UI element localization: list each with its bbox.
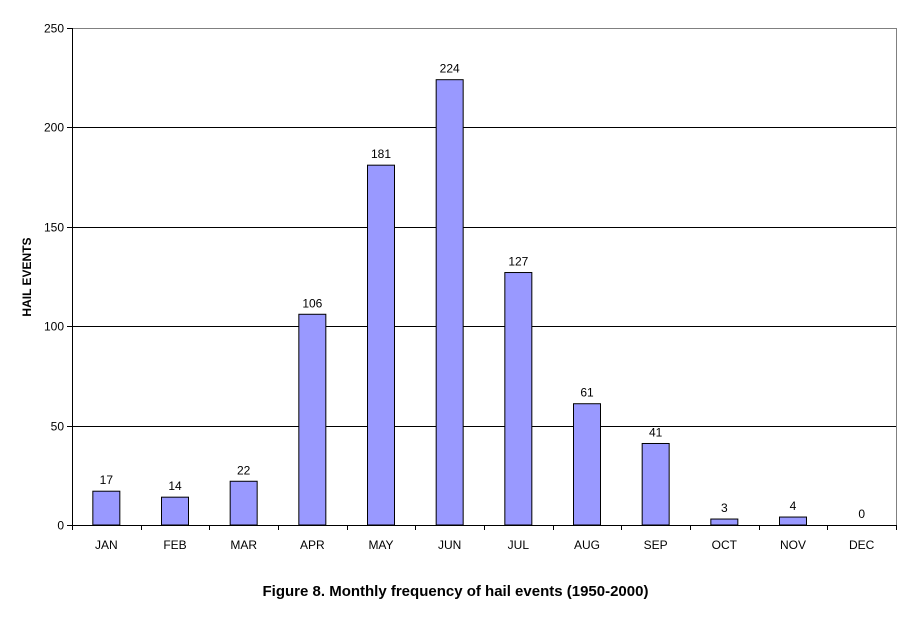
bar-chart: 17 14 22 106 181 224 127 61 41 3 4 0 0 50 100 150 200 25… [20, 22, 897, 552]
bar [435, 79, 464, 526]
y-tick-label: 50 [51, 420, 65, 434]
bar [573, 403, 601, 526]
x-tick-label: FEB [163, 538, 186, 552]
x-tick-label: JUL [508, 538, 530, 552]
bar [367, 164, 395, 526]
plot-area-border [72, 28, 897, 526]
bar [710, 518, 739, 526]
data-label: 0 [858, 507, 865, 521]
x-tick-label: MAY [368, 538, 393, 552]
bar [92, 490, 121, 526]
data-label: 4 [790, 499, 797, 513]
data-label: 41 [649, 425, 663, 439]
x-tick-label: SEP [644, 538, 668, 552]
bar [229, 480, 258, 526]
data-label: 127 [508, 255, 528, 269]
x-tick-label: OCT [712, 538, 738, 552]
y-tick-label: 0 [57, 519, 64, 533]
data-label: 3 [721, 501, 728, 515]
bars [92, 79, 807, 526]
bar [641, 442, 670, 526]
x-tick-label: DEC [849, 538, 875, 552]
x-tick-label: NOV [780, 538, 806, 552]
data-label: 224 [440, 62, 460, 76]
y-tick-labels: 0 50 100 150 200 250 [44, 22, 64, 533]
data-label: 181 [371, 147, 391, 161]
data-label: 22 [237, 463, 251, 477]
bar [298, 313, 327, 526]
data-label: 14 [168, 479, 182, 493]
bar [161, 496, 189, 526]
data-label: 106 [302, 296, 322, 310]
bar [504, 272, 533, 526]
data-label: 17 [100, 473, 114, 487]
y-tick-label: 150 [44, 221, 64, 235]
y-axis-label: HAIL EVENTS [20, 237, 34, 316]
data-labels: 17 14 22 106 181 224 127 61 41 3 4 0 [100, 62, 866, 521]
bar [779, 516, 807, 526]
y-tick-label: 250 [44, 22, 64, 36]
data-label: 61 [580, 386, 594, 400]
x-tick-label: MAR [230, 538, 257, 552]
figure-caption: Figure 8. Monthly frequency of hail even… [262, 583, 649, 600]
y-tick-label: 200 [44, 121, 64, 135]
x-tick-label: JUN [438, 538, 461, 552]
gridlines [72, 28, 896, 427]
y-tick-label: 100 [44, 320, 64, 334]
x-tick-label: JAN [95, 538, 118, 552]
axes [67, 28, 897, 530]
x-tick-label: AUG [574, 538, 600, 552]
x-tick-labels: JAN FEB MAR APR MAY JUN JUL AUG SEP OCT NOV DEC [95, 538, 875, 552]
x-tick-label: APR [300, 538, 325, 552]
